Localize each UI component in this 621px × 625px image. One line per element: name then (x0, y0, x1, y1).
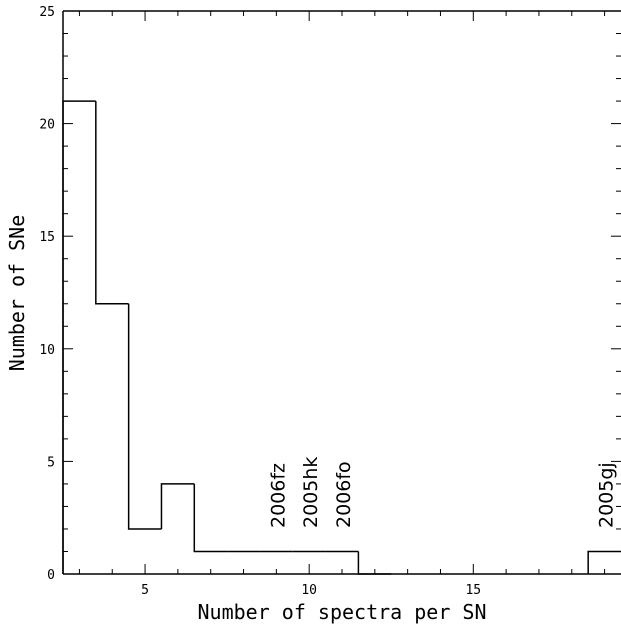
ticks-layer: 5 10 15 0 5 10 15 20 25 (39, 5, 621, 598)
annotations-layer: 2006fz 2005hk 2006fo 2005gj (267, 457, 617, 528)
y-tick-label: 5 (47, 455, 55, 470)
y-axis-label: Number of SNe (5, 215, 29, 372)
y-tick-label: 25 (39, 5, 55, 20)
y-tick-label: 20 (39, 118, 55, 133)
y-tick-label: 10 (39, 343, 55, 358)
data-layer (62, 100, 621, 575)
sn-annotation-label: 2005gj (596, 462, 618, 528)
sn-annotation-label: 2005hk (300, 457, 322, 528)
x-tick-label: 5 (141, 583, 149, 598)
histogram-bin (127, 303, 162, 530)
sn-annotation-label: 2006fo (333, 461, 355, 528)
sn-annotation-label: 2006fz (267, 463, 289, 528)
x-tick-label: 15 (465, 583, 481, 598)
histogram-bin (95, 101, 129, 305)
histogram-bin (193, 483, 228, 553)
y-tick-label: 15 (39, 230, 55, 245)
histogram-bin (357, 551, 392, 575)
histogram-bin (160, 483, 195, 529)
x-axis-label: Number of spectra per SN (198, 600, 487, 624)
x-tick-label: 10 (301, 583, 317, 598)
y-tick-label: 0 (47, 568, 55, 583)
histogram-bin (62, 100, 96, 574)
histogram-bin (587, 550, 621, 574)
